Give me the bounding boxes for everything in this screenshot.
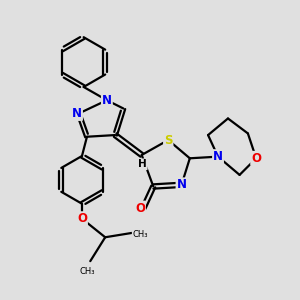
Text: O: O xyxy=(251,152,261,165)
Text: O: O xyxy=(77,212,87,225)
Text: H: H xyxy=(138,159,147,169)
Text: N: N xyxy=(72,107,82,120)
Text: CH₃: CH₃ xyxy=(79,267,95,276)
Text: S: S xyxy=(164,134,172,146)
Text: N: N xyxy=(213,150,223,163)
Text: N: N xyxy=(102,94,112,107)
Text: N: N xyxy=(176,178,187,191)
Text: CH₃: CH₃ xyxy=(132,230,148,239)
Text: O: O xyxy=(135,202,145,214)
